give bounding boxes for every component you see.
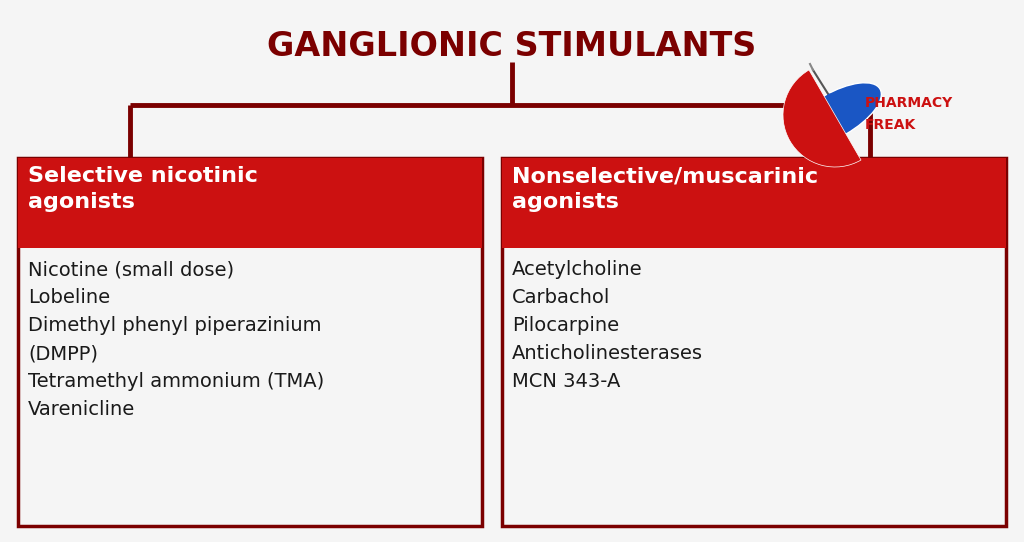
Text: PHARMACY: PHARMACY (865, 96, 953, 110)
Text: Selective nicotinic
agonists: Selective nicotinic agonists (28, 166, 258, 211)
Text: Acetylcholine
Carbachol
Pilocarpine
Anticholinesterases
MCN 343-A: Acetylcholine Carbachol Pilocarpine Anti… (512, 260, 703, 391)
Bar (18, 158, 482, 526)
Text: GANGLIONIC STIMULANTS: GANGLIONIC STIMULANTS (267, 30, 757, 63)
Ellipse shape (788, 83, 882, 147)
Text: FREAK: FREAK (865, 118, 916, 132)
Bar (502, 158, 1006, 526)
Text: Nicotine (small dose)
Lobeline
Dimethyl phenyl piperazinium
(DMPP)
Tetramethyl a: Nicotine (small dose) Lobeline Dimethyl … (28, 260, 325, 419)
Wedge shape (783, 70, 861, 167)
Bar (502, 158, 1006, 248)
Text: Nonselective/muscarinic
agonists: Nonselective/muscarinic agonists (512, 166, 818, 211)
Bar (18, 158, 482, 248)
